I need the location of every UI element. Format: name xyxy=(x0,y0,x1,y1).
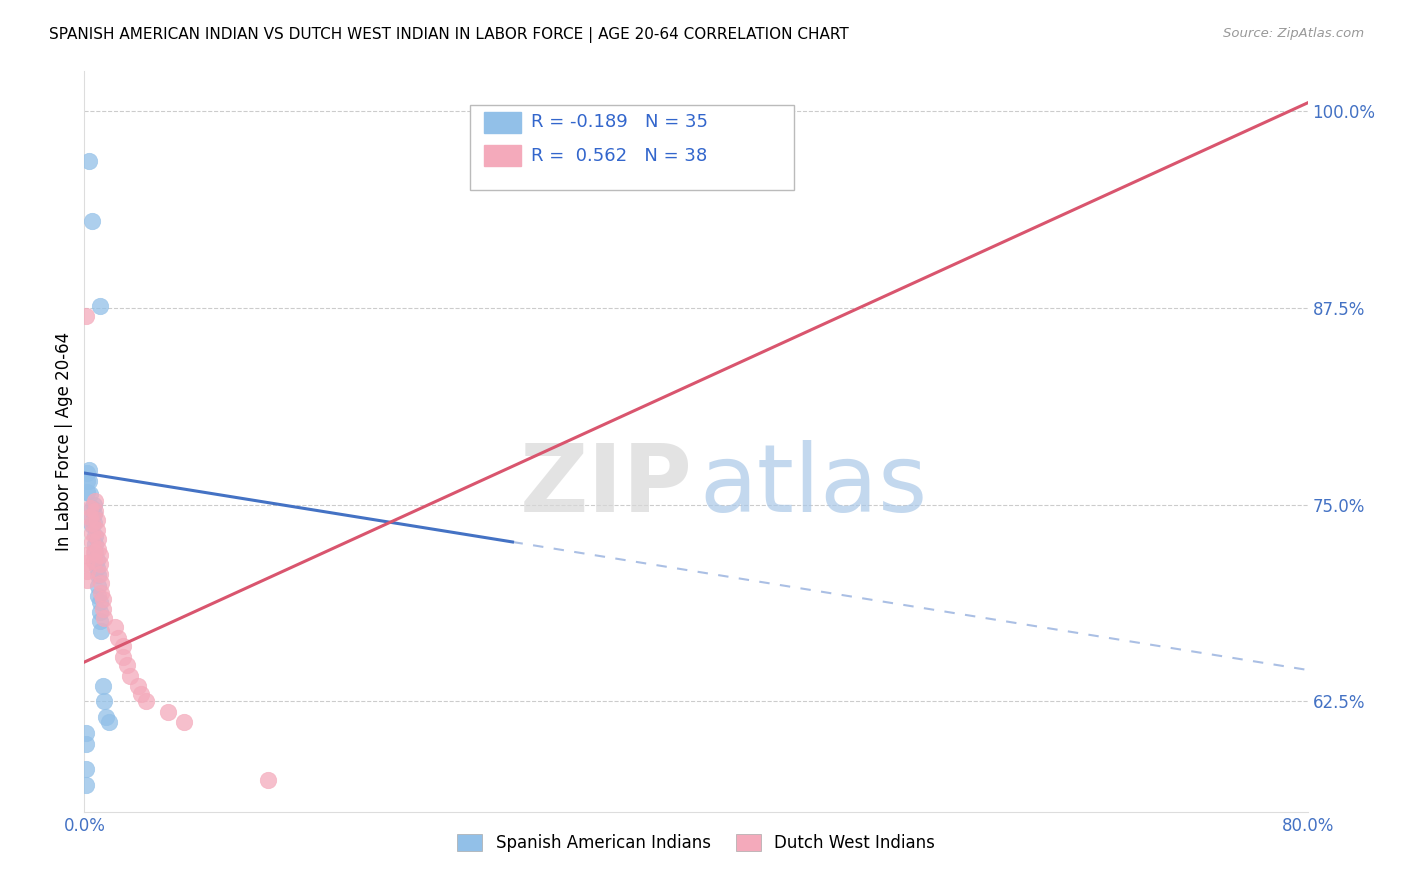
Point xyxy=(80,500,103,515)
Point xyxy=(79,510,101,524)
Text: SPANISH AMERICAN INDIAN VS DUTCH WEST INDIAN IN LABOR FORCE | AGE 20-64 CORRELAT: SPANISH AMERICAN INDIAN VS DUTCH WEST IN… xyxy=(49,27,849,43)
Point xyxy=(87,579,110,593)
Point xyxy=(84,504,107,518)
Point xyxy=(76,564,98,578)
Text: Source: ZipAtlas.com: Source: ZipAtlas.com xyxy=(1223,27,1364,40)
Point xyxy=(111,650,134,665)
Point xyxy=(94,710,117,724)
Point xyxy=(75,309,97,323)
Point xyxy=(76,485,98,500)
Point xyxy=(93,611,115,625)
Point xyxy=(75,737,97,751)
Point xyxy=(97,714,120,729)
Point xyxy=(80,510,103,524)
Point xyxy=(77,154,100,169)
Point xyxy=(84,537,107,551)
Point xyxy=(76,573,98,587)
Point xyxy=(107,632,129,646)
Point xyxy=(83,498,105,512)
Point xyxy=(87,589,110,603)
Point xyxy=(89,558,111,572)
Point xyxy=(83,507,105,521)
Point xyxy=(129,687,152,701)
Point xyxy=(135,694,157,708)
Point xyxy=(93,694,115,708)
Point xyxy=(80,535,103,549)
Point xyxy=(80,214,103,228)
FancyBboxPatch shape xyxy=(484,145,522,166)
Point xyxy=(80,516,103,531)
Point xyxy=(86,560,108,574)
Point xyxy=(502,154,524,169)
Point xyxy=(79,486,101,500)
Point xyxy=(83,554,105,568)
Point xyxy=(77,474,100,488)
Point xyxy=(90,624,112,638)
Point xyxy=(89,605,111,619)
Point xyxy=(90,586,112,600)
Point xyxy=(86,552,108,566)
Point xyxy=(173,714,195,729)
Point xyxy=(80,518,103,533)
Point xyxy=(80,525,103,540)
Point xyxy=(257,773,280,788)
FancyBboxPatch shape xyxy=(484,112,522,133)
Point xyxy=(76,474,98,488)
Point xyxy=(84,494,107,508)
Point xyxy=(77,463,100,477)
Point xyxy=(76,466,98,480)
Point xyxy=(75,726,97,740)
Point xyxy=(75,762,97,776)
Text: R = -0.189   N = 35: R = -0.189 N = 35 xyxy=(531,113,707,131)
Point xyxy=(89,548,111,562)
Text: R =  0.562   N = 38: R = 0.562 N = 38 xyxy=(531,147,707,165)
Point xyxy=(86,523,108,537)
Point xyxy=(79,500,101,515)
Point xyxy=(115,658,138,673)
Legend: Spanish American Indians, Dutch West Indians: Spanish American Indians, Dutch West Ind… xyxy=(450,828,942,859)
Point xyxy=(89,614,111,628)
Point xyxy=(75,556,97,570)
Y-axis label: In Labor Force | Age 20-64: In Labor Force | Age 20-64 xyxy=(55,332,73,551)
Point xyxy=(83,545,105,559)
Point xyxy=(90,576,112,591)
Point xyxy=(86,513,108,527)
Point xyxy=(89,299,111,313)
Text: atlas: atlas xyxy=(700,440,928,532)
Point xyxy=(75,778,97,792)
Point xyxy=(157,706,180,720)
Point xyxy=(91,592,114,607)
Point xyxy=(91,601,114,615)
Point xyxy=(104,620,127,634)
Point xyxy=(120,669,142,683)
Point xyxy=(87,541,110,556)
Point xyxy=(89,566,111,581)
FancyBboxPatch shape xyxy=(470,104,794,190)
Point xyxy=(111,640,134,654)
Point xyxy=(91,679,114,693)
Point xyxy=(89,595,111,609)
Point xyxy=(87,568,110,582)
Text: ZIP: ZIP xyxy=(519,440,692,532)
Point xyxy=(84,529,107,543)
Point xyxy=(75,548,97,562)
Point xyxy=(127,679,149,693)
Point xyxy=(83,516,105,531)
Point xyxy=(87,532,110,546)
Point xyxy=(84,545,107,559)
